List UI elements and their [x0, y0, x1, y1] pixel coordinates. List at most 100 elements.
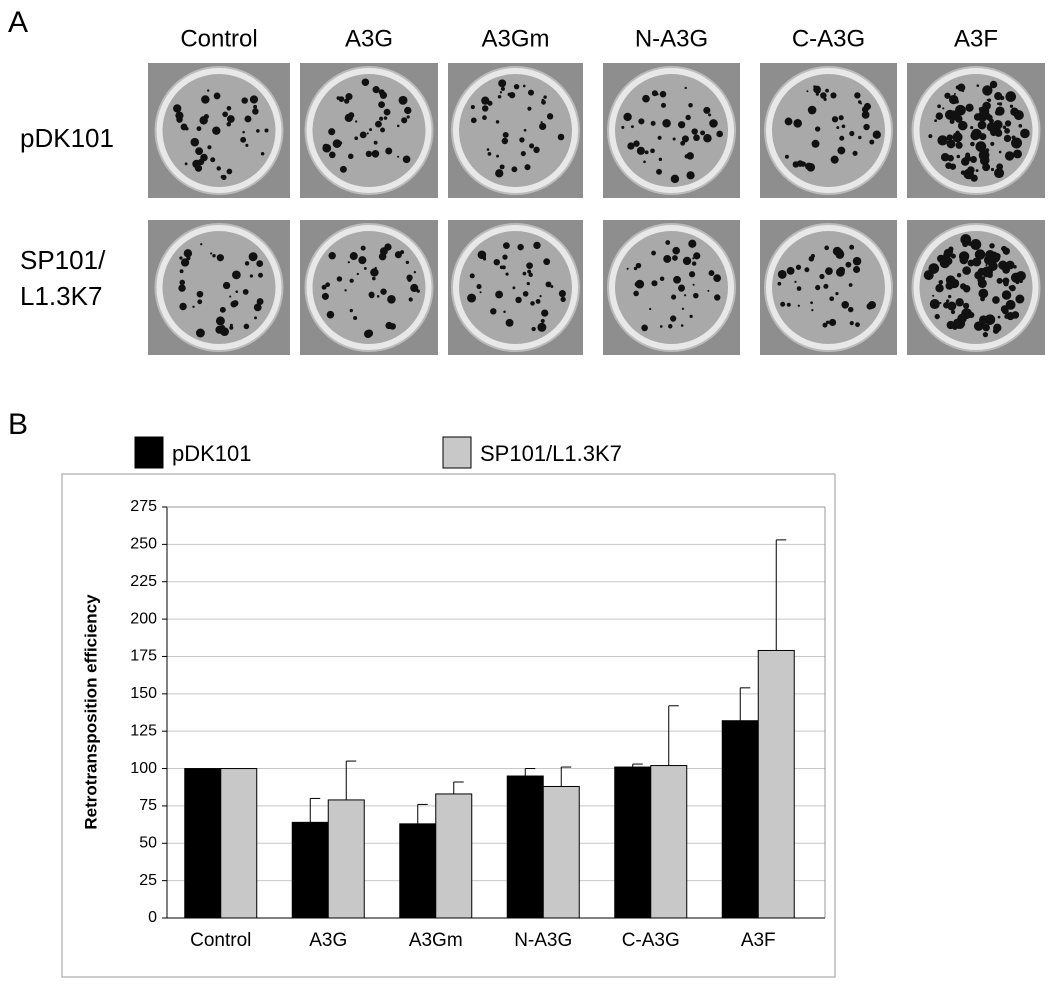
- colony: [986, 98, 989, 101]
- colony: [345, 93, 353, 101]
- colony: [869, 139, 875, 145]
- colony: [557, 133, 565, 141]
- colony: [946, 114, 951, 119]
- colony: [693, 134, 700, 142]
- colony: [379, 91, 388, 99]
- colony: [226, 105, 232, 111]
- colony: [410, 283, 419, 292]
- colony: [804, 267, 810, 273]
- colony: [831, 116, 839, 123]
- colony: [651, 90, 658, 97]
- colony: [512, 286, 516, 290]
- colony: [681, 307, 685, 310]
- colony: [260, 151, 265, 156]
- colony: [957, 120, 968, 131]
- colony: [811, 139, 820, 148]
- colony: [839, 135, 845, 141]
- colony: [212, 126, 221, 135]
- colony: [493, 258, 500, 266]
- colony: [998, 150, 1002, 154]
- colony: [806, 163, 816, 172]
- colony: [672, 137, 676, 141]
- colony: [982, 101, 991, 111]
- colony: [953, 318, 961, 327]
- colony: [254, 316, 257, 320]
- bar: [220, 768, 258, 919]
- x-tick-label: A3G: [309, 930, 347, 951]
- colony: [700, 130, 706, 136]
- bar: [757, 649, 795, 919]
- colony: [497, 95, 502, 99]
- colony: [630, 125, 634, 129]
- y-tick-label: 250: [130, 536, 157, 553]
- colony: [942, 262, 945, 265]
- colony: [179, 256, 183, 260]
- colony: [1009, 284, 1016, 292]
- y-tick-label: 200: [130, 610, 157, 627]
- panel-label: B: [8, 408, 28, 441]
- colony: [956, 272, 962, 278]
- colony: [708, 113, 712, 117]
- colony: [977, 267, 986, 276]
- colony: [499, 164, 505, 170]
- colony: [713, 274, 722, 283]
- colony: [662, 118, 671, 128]
- colony: [359, 131, 367, 139]
- y-axis-title: Retrotransposition efficiency: [81, 594, 100, 830]
- colony: [527, 89, 535, 96]
- colony: [984, 314, 996, 325]
- colony: [680, 124, 685, 128]
- colony: [344, 289, 347, 292]
- colony: [672, 255, 678, 261]
- colony: [681, 135, 689, 143]
- colony: [404, 106, 412, 115]
- colony: [707, 289, 710, 292]
- colony: [691, 261, 697, 266]
- colony: [978, 275, 983, 279]
- colony: [173, 104, 182, 113]
- colony: [219, 306, 226, 313]
- colony: [519, 137, 525, 143]
- colony: [786, 302, 791, 307]
- x-tick-label: N-A3G: [514, 930, 572, 951]
- colony: [527, 106, 532, 111]
- colony: [956, 141, 962, 147]
- colony: [784, 117, 793, 126]
- colony: [387, 294, 396, 304]
- colony: [235, 290, 239, 293]
- colony: [533, 241, 541, 250]
- colony: [633, 290, 639, 297]
- colony: [947, 294, 952, 299]
- plate-well: [772, 74, 885, 187]
- colony: [686, 171, 695, 180]
- colony: [546, 113, 554, 120]
- colony: [638, 118, 645, 125]
- x-tick-label: C-A3G: [622, 930, 680, 951]
- colony: [349, 252, 358, 261]
- colony: [213, 92, 221, 100]
- colony: [992, 296, 1000, 304]
- colony: [358, 256, 367, 265]
- colony: [678, 285, 685, 292]
- colony: [222, 111, 228, 118]
- colony: [838, 115, 844, 121]
- colony: [190, 137, 200, 147]
- colony: [212, 254, 216, 258]
- colony: [777, 269, 787, 279]
- colony: [703, 106, 711, 114]
- colony: [528, 272, 533, 278]
- colony: [854, 92, 861, 99]
- colony: [979, 133, 987, 141]
- colony: [952, 132, 963, 143]
- colony: [650, 148, 655, 154]
- colony: [641, 324, 648, 332]
- colony: [258, 272, 263, 278]
- colony: [636, 146, 645, 155]
- colony: [642, 94, 650, 103]
- colony: [496, 154, 500, 158]
- colony: [684, 294, 687, 297]
- colony: [338, 141, 343, 145]
- colony: [1016, 270, 1026, 281]
- colony: [623, 112, 632, 122]
- colony: [970, 141, 975, 147]
